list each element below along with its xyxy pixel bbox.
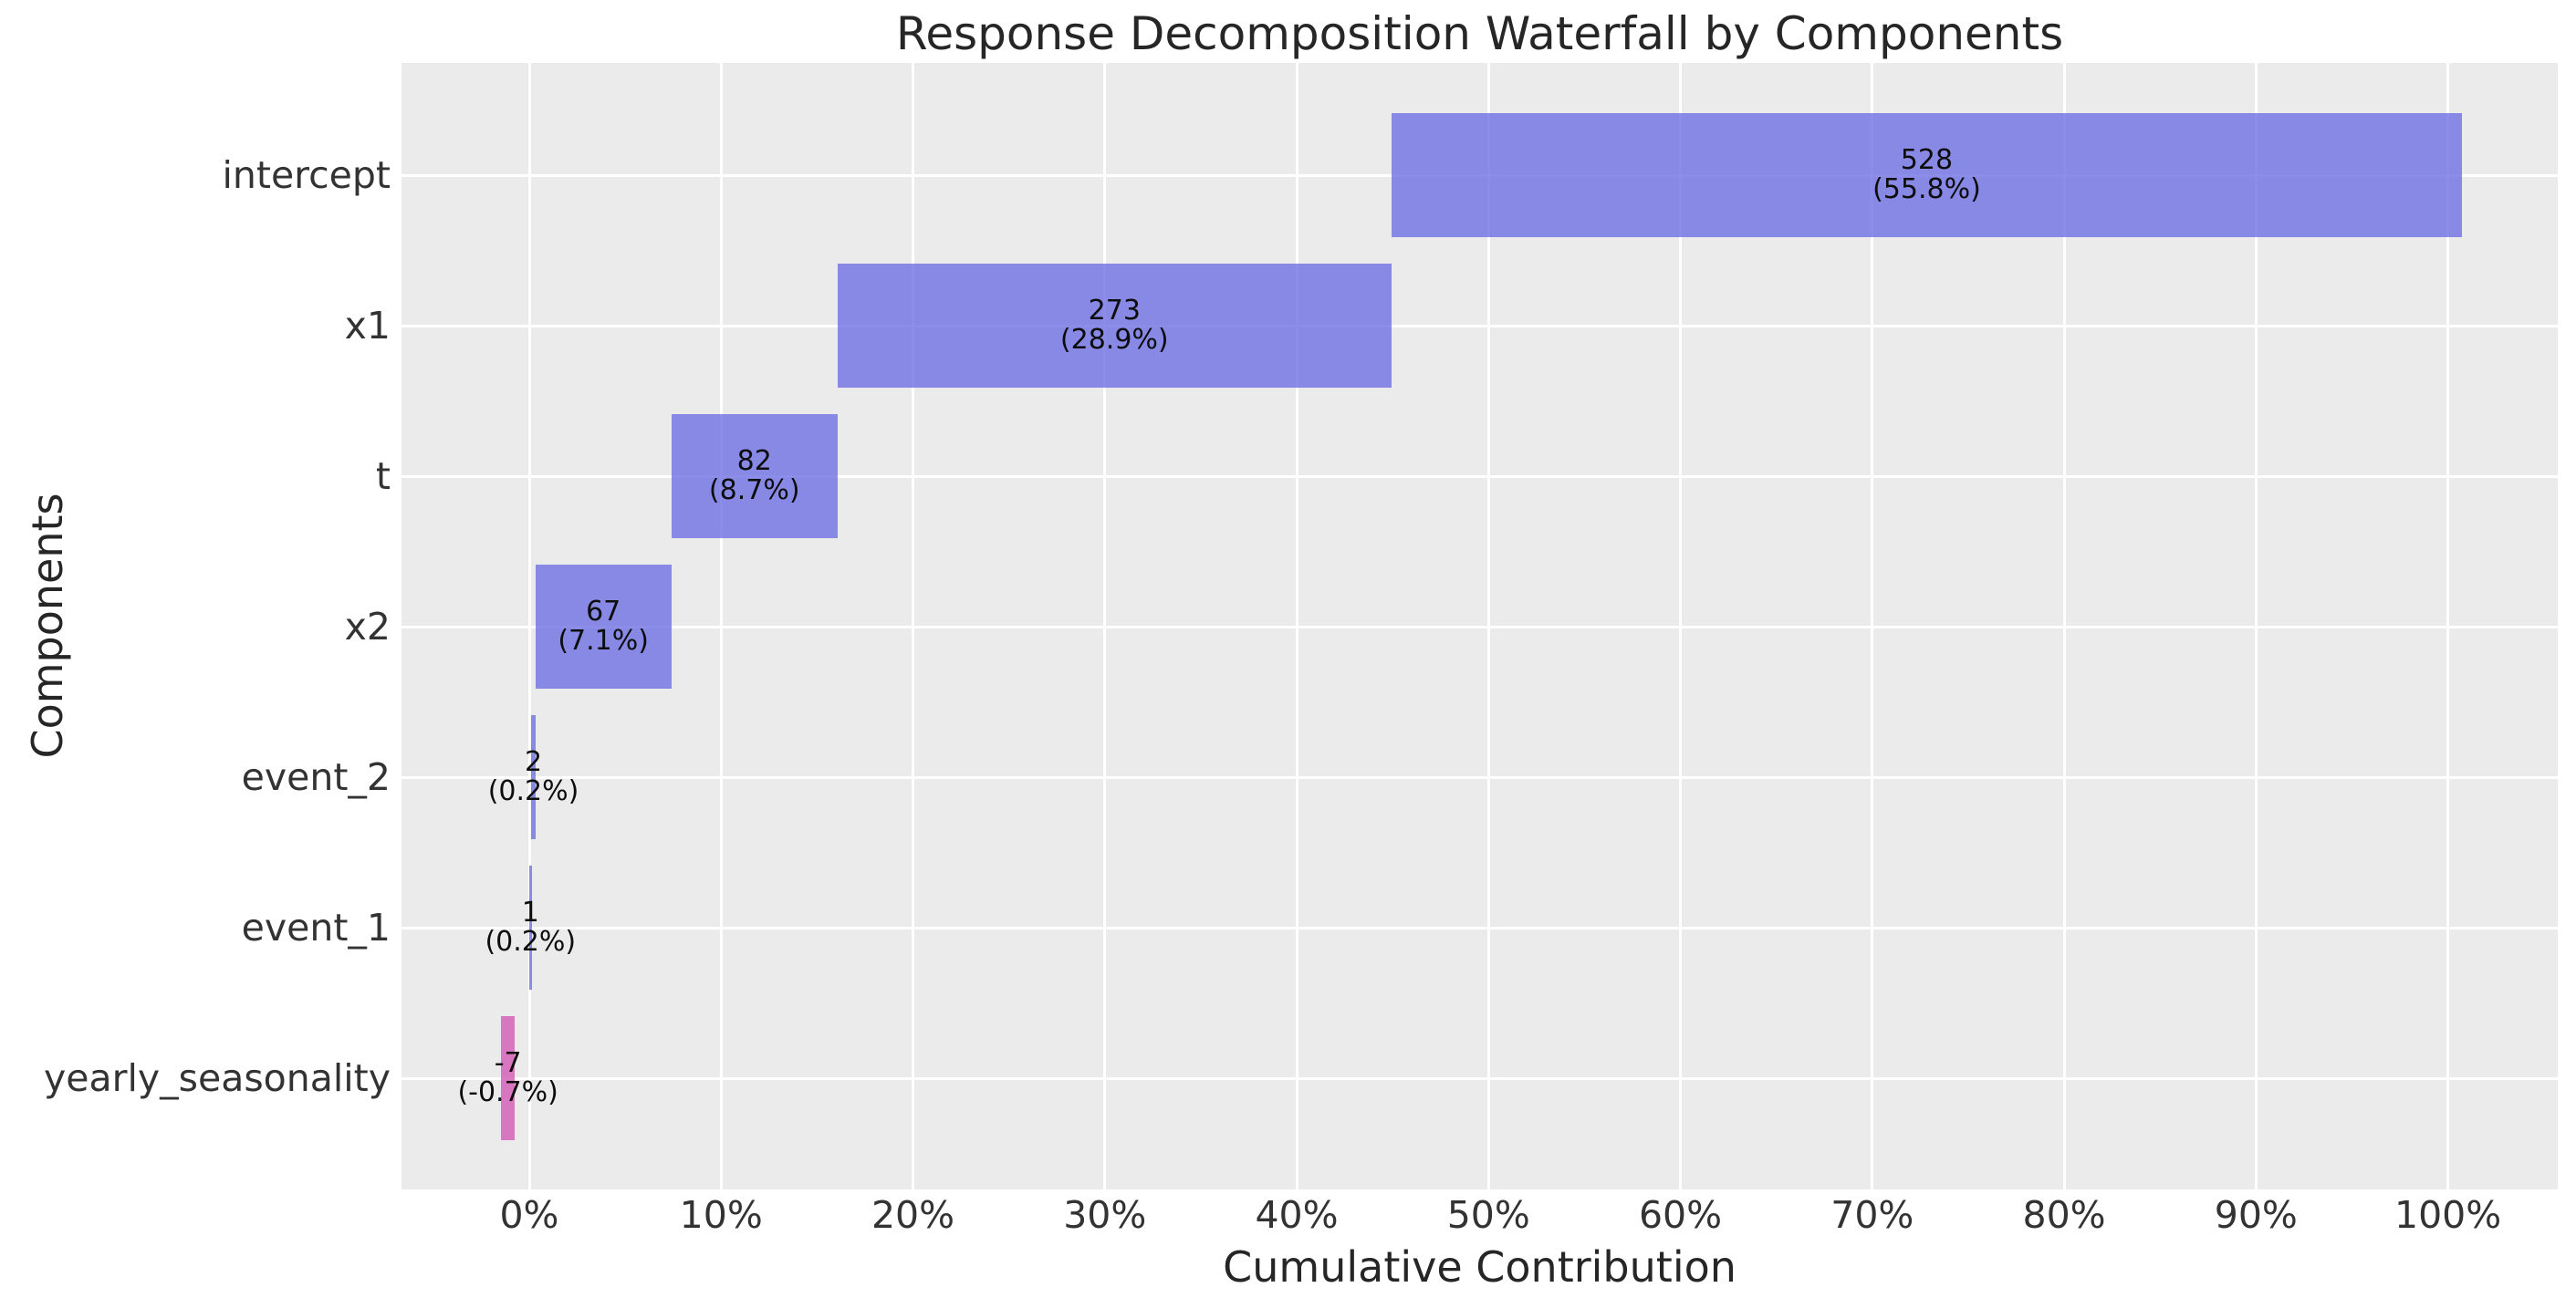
x-tick-90%: 90% bbox=[2214, 1193, 2298, 1237]
y-tick-x2: x2 bbox=[344, 605, 391, 649]
horizontal-gridline-event_2 bbox=[402, 775, 2558, 779]
bar-yearly_seasonality bbox=[500, 1016, 516, 1140]
horizontal-gridline-t bbox=[402, 474, 2558, 478]
bar-intercept bbox=[1391, 113, 2463, 237]
y-tick-yearly_seasonality: yearly_seasonality bbox=[43, 1056, 391, 1100]
y-tick-intercept: intercept bbox=[222, 153, 391, 197]
bar-x1 bbox=[837, 264, 1392, 388]
bar-x2 bbox=[535, 565, 672, 689]
bar-event_2 bbox=[531, 715, 536, 839]
x-tick-50%: 50% bbox=[1446, 1193, 1530, 1237]
plot-area: 528 (55.8%) 273 (28.9%) 82 (8.7%) 67 (7.1%) 2 (0.… bbox=[402, 63, 2558, 1189]
x-tick-20%: 20% bbox=[871, 1193, 955, 1237]
x-tick-100%: 100% bbox=[2393, 1193, 2502, 1237]
horizontal-gridline-yearly_seasonality bbox=[402, 1076, 2558, 1080]
y-tick-event_2: event_2 bbox=[241, 755, 391, 799]
horizontal-gridline-event_1 bbox=[402, 926, 2558, 929]
y-tick-x1: x1 bbox=[344, 304, 391, 348]
x-tick-60%: 60% bbox=[1638, 1193, 1723, 1237]
y-tick-t: t bbox=[375, 454, 391, 498]
x-tick-30%: 30% bbox=[1063, 1193, 1147, 1237]
x-tick-40%: 40% bbox=[1255, 1193, 1339, 1237]
horizontal-gridline-x2 bbox=[402, 625, 2558, 628]
x-axis-label: Cumulative Contribution bbox=[1223, 1242, 1736, 1292]
x-tick-0%: 0% bbox=[499, 1193, 559, 1237]
x-tick-80%: 80% bbox=[2022, 1193, 2106, 1237]
y-tick-event_1: event_1 bbox=[241, 906, 391, 950]
x-tick-10%: 10% bbox=[679, 1193, 763, 1237]
chart-title: Response Decomposition Waterfall by Comp… bbox=[895, 7, 2064, 60]
bar-t bbox=[671, 414, 838, 538]
x-tick-70%: 70% bbox=[1830, 1193, 1914, 1237]
bar-event_1 bbox=[529, 866, 532, 990]
horizontal-gridline-x1 bbox=[402, 324, 2558, 327]
